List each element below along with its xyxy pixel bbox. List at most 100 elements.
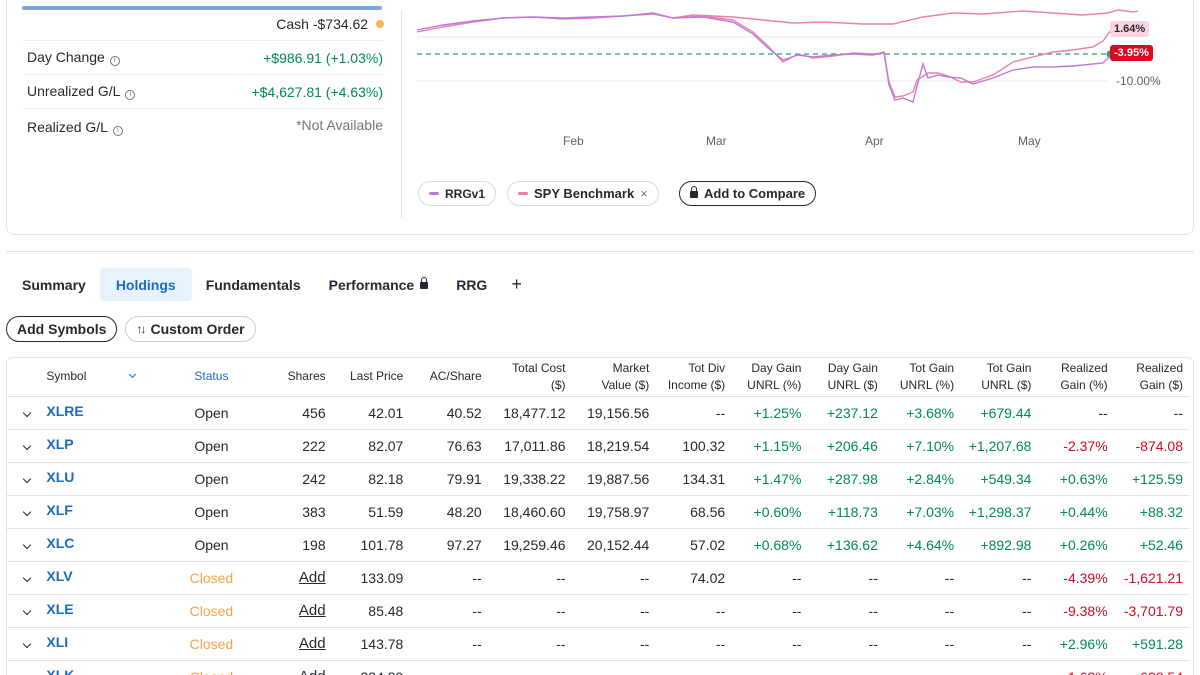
column-header[interactable]: Total Cost ($): [487, 358, 572, 397]
performance-chart[interactable]: [403, 0, 1183, 160]
table-cell: --: [1113, 396, 1189, 430]
table-row[interactable]: XLF Open 383 51.59 48.20 18,460.60 19,758.97 68…: [7, 495, 1189, 529]
column-header[interactable]: Symbol: [46, 358, 162, 397]
symbol-link[interactable]: XLU: [46, 462, 162, 496]
row-expand-toggle[interactable]: [7, 462, 47, 496]
symbol-link[interactable]: XLRE: [46, 396, 162, 430]
table-header-row: Symbol Status Shares Last Price AC/Share Tota…: [7, 358, 1189, 397]
add-symbols-button[interactable]: Add Symbols: [6, 316, 118, 342]
table-cell: --: [960, 561, 1038, 595]
row-expand-toggle[interactable]: [7, 660, 47, 675]
table-cell: +0.60%: [731, 495, 808, 529]
table-cell: 19,887.56: [571, 462, 656, 496]
column-header-text: UNRL ($): [981, 377, 1032, 392]
symbol-link[interactable]: XLC: [46, 528, 162, 562]
column-header[interactable]: AC/Share: [409, 358, 488, 397]
chevron-down-icon: [22, 573, 31, 582]
symbol-link[interactable]: XLF: [46, 495, 162, 529]
column-header-text: Income ($): [667, 377, 726, 392]
table-row[interactable]: XLC Open 198 101.78 97.27 19,259.46 20,152.44 5…: [7, 528, 1189, 562]
info-icon[interactable]: i: [125, 90, 136, 100]
table-row[interactable]: XLP Open 222 82.07 76.63 17,011.86 18,219.54 10…: [7, 429, 1189, 463]
add-shares-link[interactable]: Add: [298, 569, 326, 586]
symbol-link[interactable]: XLI: [46, 627, 162, 661]
table-cell: --: [807, 660, 884, 675]
table-cell: --: [409, 594, 488, 628]
table-cell: 198: [267, 528, 332, 562]
table-cell: -9.38%: [1037, 594, 1114, 628]
tab-rrg-label: RRG: [456, 276, 488, 293]
table-row[interactable]: XLU Open 242 82.18 79.91 19,338.22 19,887.56 13…: [7, 462, 1189, 496]
column-header-text: Day Gain: [751, 360, 802, 375]
tab-summary[interactable]: Summary: [8, 268, 100, 301]
table-cell: --: [487, 627, 572, 661]
tab-fundamentals[interactable]: Fundamentals: [192, 268, 315, 301]
tab-holdings-label: Holdings: [115, 276, 176, 293]
table-row[interactable]: XLKClosedAdd234.89-----------------1.62%…: [7, 660, 1189, 675]
column-header[interactable]: Last Price: [331, 358, 410, 397]
table-cell: -4.39%: [1037, 561, 1114, 595]
add-tab-button[interactable]: +: [511, 274, 522, 294]
table-cell: +118.73: [807, 495, 884, 529]
legend-rrgv1[interactable]: RRGv1: [418, 181, 497, 206]
column-header[interactable]: Realized Gain (%): [1037, 358, 1114, 397]
status-cell: Open: [161, 495, 268, 529]
symbol-link[interactable]: XLE: [46, 594, 162, 628]
column-header-text: Tot Gain: [909, 360, 955, 375]
table-cell: --: [960, 660, 1038, 675]
column-header[interactable]: Market Value ($): [571, 358, 656, 397]
symbol-link[interactable]: XLP: [46, 429, 162, 463]
row-expand-toggle[interactable]: [7, 561, 47, 595]
table-cell: +679.44: [960, 396, 1038, 430]
table-cell: 42.01: [331, 396, 410, 430]
table-cell: 101.78: [331, 528, 410, 562]
tab-performance[interactable]: Performance: [315, 268, 443, 301]
table-cell: 68.56: [655, 495, 732, 529]
column-header[interactable]: Tot Gain UNRL ($): [960, 358, 1038, 397]
add-shares-link[interactable]: Add: [298, 635, 326, 652]
tab-rrg[interactable]: RRG: [442, 268, 501, 301]
status-cell: Open: [161, 528, 268, 562]
legend-spy-benchmark[interactable]: SPY Benchmark ×: [507, 181, 659, 206]
table-cell: +2.96%: [1037, 627, 1114, 661]
table-cell: 134.31: [655, 462, 732, 496]
add-to-compare-button[interactable]: Add to Compare: [679, 181, 817, 206]
info-icon[interactable]: i: [112, 126, 123, 136]
column-header[interactable]: Day Gain UNRL (%): [731, 358, 808, 397]
section-divider: [6, 251, 1194, 252]
row-expand-toggle[interactable]: [7, 396, 47, 430]
table-row[interactable]: XLE Closed Add 85.48 -- -- -- -- -- -- -- -- -9.38% -…: [7, 594, 1189, 628]
table-cell: --: [731, 660, 808, 675]
row-expand-toggle[interactable]: [7, 594, 47, 628]
tab-holdings[interactable]: Holdings: [99, 268, 192, 301]
add-shares-link[interactable]: Add: [298, 602, 326, 619]
custom-order-button[interactable]: ↑↓ Custom Order: [125, 316, 256, 342]
row-expand-toggle[interactable]: [7, 627, 47, 661]
info-icon[interactable]: i: [109, 56, 120, 66]
column-header[interactable]: Tot Gain UNRL (%): [883, 358, 961, 397]
column-header[interactable]: Day Gain UNRL ($): [807, 358, 884, 397]
remove-benchmark-icon[interactable]: ×: [640, 186, 648, 201]
symbol-link[interactable]: XLK: [46, 660, 162, 675]
column-header[interactable]: Tot Div Income ($): [655, 358, 732, 397]
table-cell: --: [960, 627, 1038, 661]
chevron-down-icon[interactable]: [129, 371, 137, 379]
column-header[interactable]: Shares: [267, 358, 332, 397]
column-header-text: ($): [550, 377, 566, 392]
table-row[interactable]: XLV Closed Add 133.09 -- -- -- 74.02 -- -- -- -- -4.…: [7, 561, 1189, 595]
table-cell: +7.03%: [883, 495, 961, 529]
card-divider: [401, 10, 402, 218]
table-cell: 17,011.86: [487, 429, 572, 463]
column-header[interactable]: Status: [161, 358, 268, 397]
column-header[interactable]: Realized Gain ($): [1113, 358, 1189, 397]
table-row[interactable]: XLRE Open 456 42.01 40.52 18,477.12 19,156.56-…: [7, 396, 1189, 430]
row-expand-toggle[interactable]: [7, 429, 47, 463]
table-row[interactable]: XLI Closed Add 143.78 -- -- -- -- -- -- -- -- +2.96%…: [7, 627, 1189, 661]
row-expand-toggle[interactable]: [7, 528, 47, 562]
day-change-row: Day Change i +$986.91 (+1.03%): [22, 40, 383, 74]
table-cell: --: [409, 627, 488, 661]
symbol-link[interactable]: XLV: [46, 561, 162, 595]
realized-gl-value: *Not Available: [296, 117, 383, 133]
row-expand-toggle[interactable]: [7, 495, 47, 529]
add-shares-link[interactable]: Add: [299, 668, 326, 675]
